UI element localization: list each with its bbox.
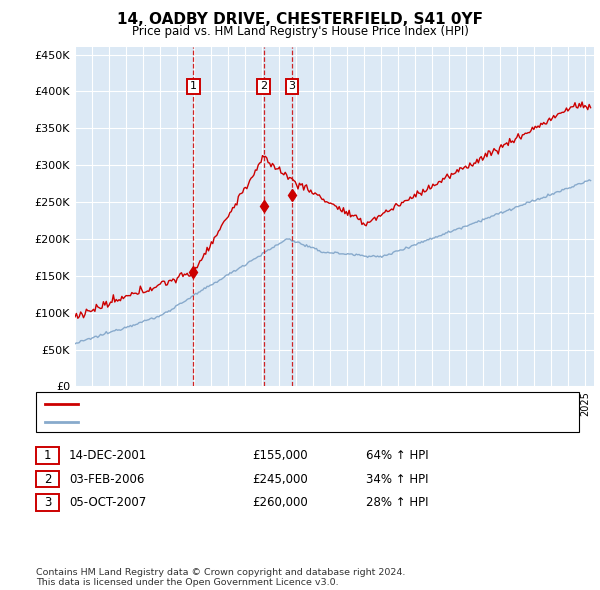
Text: £260,000: £260,000 xyxy=(252,496,308,509)
Text: Contains HM Land Registry data © Crown copyright and database right 2024.
This d: Contains HM Land Registry data © Crown c… xyxy=(36,568,406,587)
Text: £245,000: £245,000 xyxy=(252,473,308,486)
Text: 1: 1 xyxy=(44,449,51,462)
Text: HPI: Average price, detached house, Chesterfield: HPI: Average price, detached house, Ches… xyxy=(83,418,339,427)
Text: 14, OADBY DRIVE, CHESTERFIELD, S41 0YF (detached house): 14, OADBY DRIVE, CHESTERFIELD, S41 0YF (… xyxy=(83,399,401,409)
Text: 34% ↑ HPI: 34% ↑ HPI xyxy=(366,473,428,486)
Text: £155,000: £155,000 xyxy=(252,449,308,462)
Text: 3: 3 xyxy=(289,81,296,91)
Text: 05-OCT-2007: 05-OCT-2007 xyxy=(69,496,146,509)
Text: 2: 2 xyxy=(260,81,267,91)
Text: 14, OADBY DRIVE, CHESTERFIELD, S41 0YF: 14, OADBY DRIVE, CHESTERFIELD, S41 0YF xyxy=(117,12,483,27)
Text: 2: 2 xyxy=(44,473,51,486)
Text: 14-DEC-2001: 14-DEC-2001 xyxy=(69,449,147,462)
Text: 28% ↑ HPI: 28% ↑ HPI xyxy=(366,496,428,509)
Text: 64% ↑ HPI: 64% ↑ HPI xyxy=(366,449,428,462)
Text: 1: 1 xyxy=(190,81,197,91)
Text: Price paid vs. HM Land Registry's House Price Index (HPI): Price paid vs. HM Land Registry's House … xyxy=(131,25,469,38)
Text: 03-FEB-2006: 03-FEB-2006 xyxy=(69,473,145,486)
Text: 3: 3 xyxy=(44,496,51,509)
